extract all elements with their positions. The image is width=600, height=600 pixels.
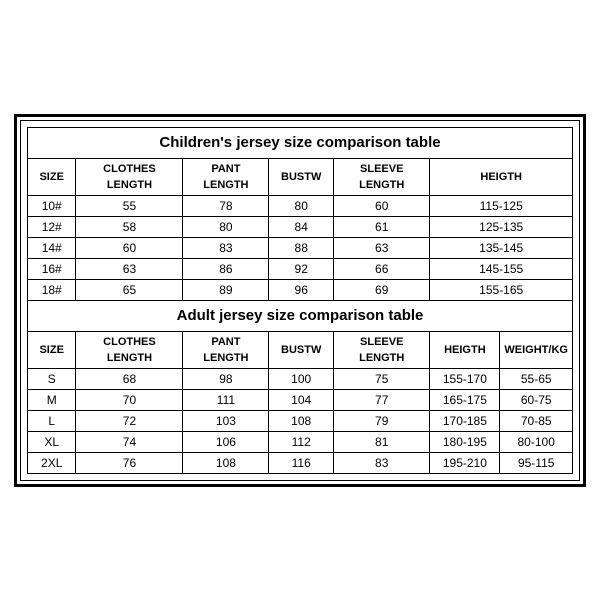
col-sleeve-length: SLEEVE LENGTH (334, 158, 430, 195)
cell: 170-185 (430, 410, 500, 431)
cell: 135-145 (430, 237, 573, 258)
adult-header-row: SIZE CLOTHES LENGTH PANT LENGTH BUSTW SL… (28, 331, 573, 368)
cell: 12# (28, 216, 76, 237)
table-row: 14# 60 83 88 63 135-145 (28, 237, 573, 258)
col-bustw: BUSTW (269, 331, 334, 368)
cell: 78 (183, 195, 269, 216)
cell: 95-115 (500, 452, 573, 473)
cell: 155-165 (430, 279, 573, 300)
size-chart-outer: Children's jersey size comparison table … (14, 114, 586, 487)
cell: 92 (269, 258, 334, 279)
col-clothes-length: CLOTHES LENGTH (76, 331, 183, 368)
col-clothes-length: CLOTHES LENGTH (76, 158, 183, 195)
cell: 75 (334, 368, 430, 389)
table-row: 18# 65 89 96 69 155-165 (28, 279, 573, 300)
cell: 68 (76, 368, 183, 389)
col-heigth: HEIGTH (430, 158, 573, 195)
cell: 88 (269, 237, 334, 258)
col-size: SIZE (28, 158, 76, 195)
table-row: XL 74 106 112 81 180-195 80-100 (28, 431, 573, 452)
cell: 58 (76, 216, 183, 237)
cell: 60-75 (500, 389, 573, 410)
table-row: 16# 63 86 92 66 145-155 (28, 258, 573, 279)
col-heigth: HEIGTH (430, 331, 500, 368)
cell: 10# (28, 195, 76, 216)
size-chart-inner: Children's jersey size comparison table … (20, 120, 580, 481)
adult-title: Adult jersey size comparison table (28, 300, 573, 331)
cell: 165-175 (430, 389, 500, 410)
cell: 60 (76, 237, 183, 258)
cell: 81 (334, 431, 430, 452)
cell: 76 (76, 452, 183, 473)
cell: 106 (183, 431, 269, 452)
cell: 86 (183, 258, 269, 279)
cell: 66 (334, 258, 430, 279)
cell: 60 (334, 195, 430, 216)
children-header-row: SIZE CLOTHES LENGTH PANT LENGTH BUSTW SL… (28, 158, 573, 195)
cell: 69 (334, 279, 430, 300)
cell: 72 (76, 410, 183, 431)
cell: 83 (183, 237, 269, 258)
cell: S (28, 368, 76, 389)
cell: 104 (269, 389, 334, 410)
cell: 89 (183, 279, 269, 300)
cell: 112 (269, 431, 334, 452)
children-title: Children's jersey size comparison table (28, 127, 573, 158)
cell: 116 (269, 452, 334, 473)
cell: L (28, 410, 76, 431)
cell: 63 (76, 258, 183, 279)
children-title-row: Children's jersey size comparison table (28, 127, 573, 158)
cell: 63 (334, 237, 430, 258)
cell: 108 (269, 410, 334, 431)
cell: 18# (28, 279, 76, 300)
cell: 80-100 (500, 431, 573, 452)
cell: 2XL (28, 452, 76, 473)
cell: 195-210 (430, 452, 500, 473)
cell: 155-170 (430, 368, 500, 389)
cell: 100 (269, 368, 334, 389)
cell: 80 (183, 216, 269, 237)
cell: 65 (76, 279, 183, 300)
cell: 83 (334, 452, 430, 473)
cell: 103 (183, 410, 269, 431)
cell: 108 (183, 452, 269, 473)
cell: 115-125 (430, 195, 573, 216)
cell: 111 (183, 389, 269, 410)
adult-title-row: Adult jersey size comparison table (28, 300, 573, 331)
col-weight: WEIGHT/KG (500, 331, 573, 368)
size-table: Children's jersey size comparison table … (27, 127, 573, 474)
col-pant-length: PANT LENGTH (183, 331, 269, 368)
cell: 16# (28, 258, 76, 279)
col-bustw: BUSTW (269, 158, 334, 195)
cell: 98 (183, 368, 269, 389)
table-row: L 72 103 108 79 170-185 70-85 (28, 410, 573, 431)
cell: 55-65 (500, 368, 573, 389)
col-pant-length: PANT LENGTH (183, 158, 269, 195)
cell: 180-195 (430, 431, 500, 452)
cell: 61 (334, 216, 430, 237)
table-row: 10# 55 78 80 60 115-125 (28, 195, 573, 216)
cell: 77 (334, 389, 430, 410)
cell: 70 (76, 389, 183, 410)
cell: 74 (76, 431, 183, 452)
cell: M (28, 389, 76, 410)
cell: 145-155 (430, 258, 573, 279)
cell: 14# (28, 237, 76, 258)
cell: 96 (269, 279, 334, 300)
col-sleeve-length: SLEEVE LENGTH (334, 331, 430, 368)
cell: 70-85 (500, 410, 573, 431)
cell: 84 (269, 216, 334, 237)
table-row: 2XL 76 108 116 83 195-210 95-115 (28, 452, 573, 473)
cell: 55 (76, 195, 183, 216)
table-row: 12# 58 80 84 61 125-135 (28, 216, 573, 237)
table-row: S 68 98 100 75 155-170 55-65 (28, 368, 573, 389)
cell: 125-135 (430, 216, 573, 237)
cell: 79 (334, 410, 430, 431)
table-row: M 70 111 104 77 165-175 60-75 (28, 389, 573, 410)
cell: 80 (269, 195, 334, 216)
cell: XL (28, 431, 76, 452)
col-size: SIZE (28, 331, 76, 368)
